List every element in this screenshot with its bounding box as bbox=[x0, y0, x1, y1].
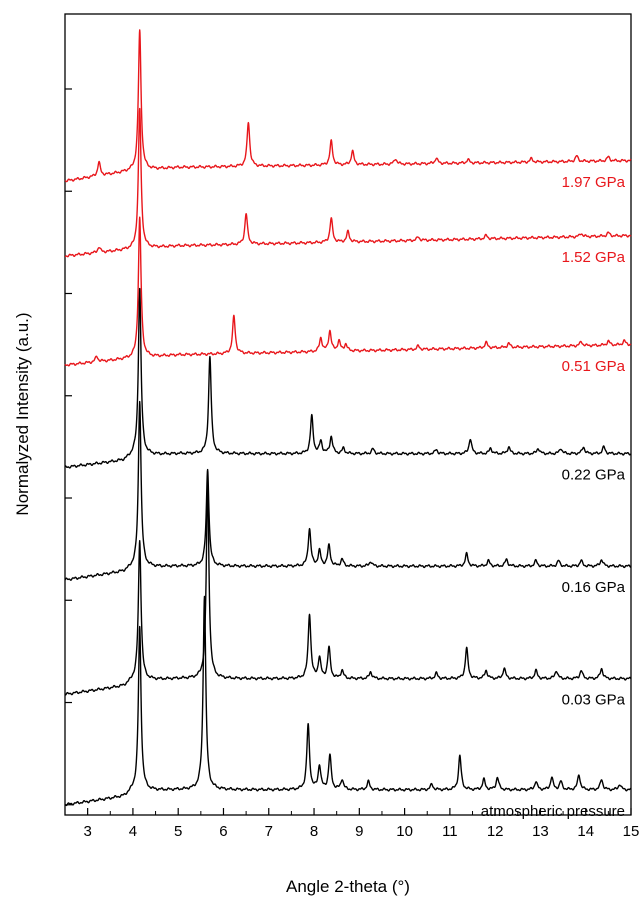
x-tick-label: 8 bbox=[310, 823, 318, 840]
x-axis: 3 4 5 6 7 8 9 10 11 12 13 14 15 bbox=[64, 808, 640, 840]
x-tick-label: 10 bbox=[396, 823, 413, 840]
series-label: 1.97 GPa bbox=[562, 174, 626, 191]
series-label: 1.52 GPa bbox=[562, 249, 626, 266]
x-tick-label: 7 bbox=[265, 823, 273, 840]
x-tick-label: 12 bbox=[487, 823, 504, 840]
x-tick-label: 9 bbox=[355, 823, 363, 840]
series-trace bbox=[64, 595, 632, 807]
y-axis-title: Normalyzed Intensity (a.u.) bbox=[13, 312, 32, 515]
series-trace bbox=[64, 400, 632, 581]
plot-frame bbox=[64, 13, 632, 816]
x-tick-label: 15 bbox=[623, 823, 640, 840]
x-axis-title: Angle 2-theta (°) bbox=[286, 877, 410, 896]
x-tick-label: 14 bbox=[577, 823, 594, 840]
series-labels: atmospheric pressure 0.03 GPa 0.16 GPa 0.22… bbox=[481, 174, 626, 820]
x-tick-label: 13 bbox=[532, 823, 549, 840]
series-trace bbox=[64, 287, 632, 469]
series-trace bbox=[64, 216, 632, 367]
x-tick-label: 5 bbox=[174, 823, 182, 840]
series-trace bbox=[64, 107, 632, 258]
series-trace bbox=[64, 482, 632, 696]
series-label: 0.51 GPa bbox=[562, 358, 626, 375]
series-trace bbox=[64, 29, 632, 183]
x-tick-label: 4 bbox=[129, 823, 137, 840]
series-label: 0.16 GPa bbox=[562, 579, 626, 596]
x-tick-label: 3 bbox=[83, 823, 91, 840]
series-label: 0.03 GPa bbox=[562, 692, 626, 709]
y-axis bbox=[65, 88, 72, 806]
series-label: atmospheric pressure bbox=[481, 803, 625, 820]
traces bbox=[64, 29, 632, 807]
x-tick-label: 6 bbox=[219, 823, 227, 840]
series-label: 0.22 GPa bbox=[562, 467, 626, 484]
x-tick-label: 11 bbox=[442, 823, 458, 840]
